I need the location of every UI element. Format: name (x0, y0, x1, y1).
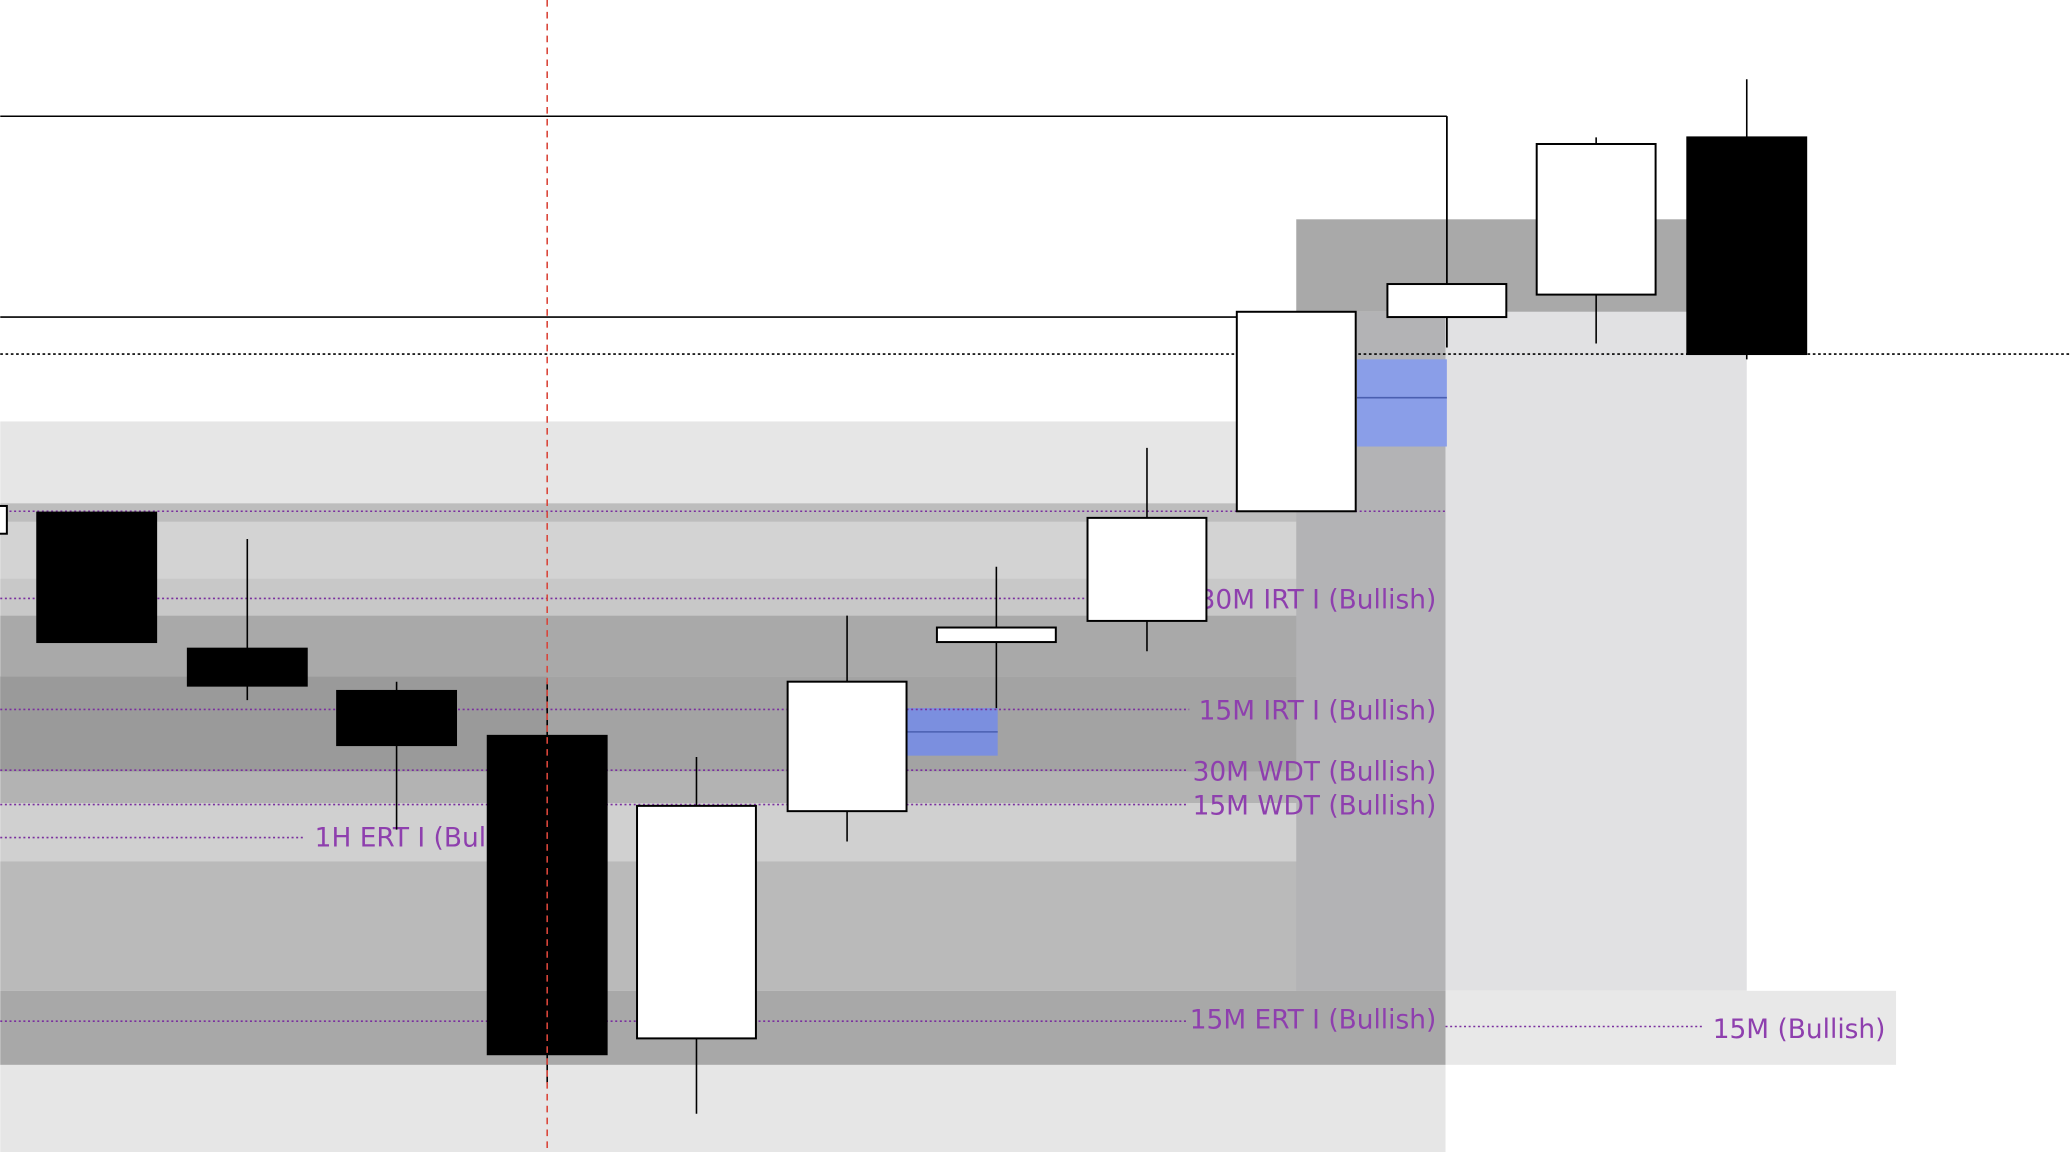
level-label: 15M (Bullish) (1713, 1014, 1886, 1045)
candle-body (786, 680, 908, 813)
zone (0, 521, 1446, 579)
level-label: 30M IRT I (Bullish) (1199, 585, 1437, 616)
zone (1357, 359, 1447, 447)
candle-body (186, 647, 308, 687)
candle-body (1235, 310, 1357, 513)
zone (0, 676, 548, 772)
candle-body (36, 511, 158, 644)
level-label: 15M ERT I (Bullish) (1190, 1005, 1437, 1036)
candle-body (0, 504, 8, 535)
zone (0, 503, 1446, 522)
candle-body (1535, 143, 1657, 296)
candle-body (636, 804, 757, 1040)
candle-body (1686, 136, 1808, 356)
level-label: 30M WDT (Bullish) (1193, 756, 1437, 787)
candle-body (1086, 516, 1208, 622)
zone (0, 771, 1446, 804)
level-label: 15M WDT (Bullish) (1193, 791, 1437, 822)
candle-body (1386, 283, 1508, 319)
candle-body (935, 626, 1057, 644)
zone (1445, 990, 1897, 1065)
zone (1445, 311, 1747, 991)
level-label: 15M IRT I (Bullish) (1199, 696, 1437, 727)
candle-body (336, 689, 458, 747)
